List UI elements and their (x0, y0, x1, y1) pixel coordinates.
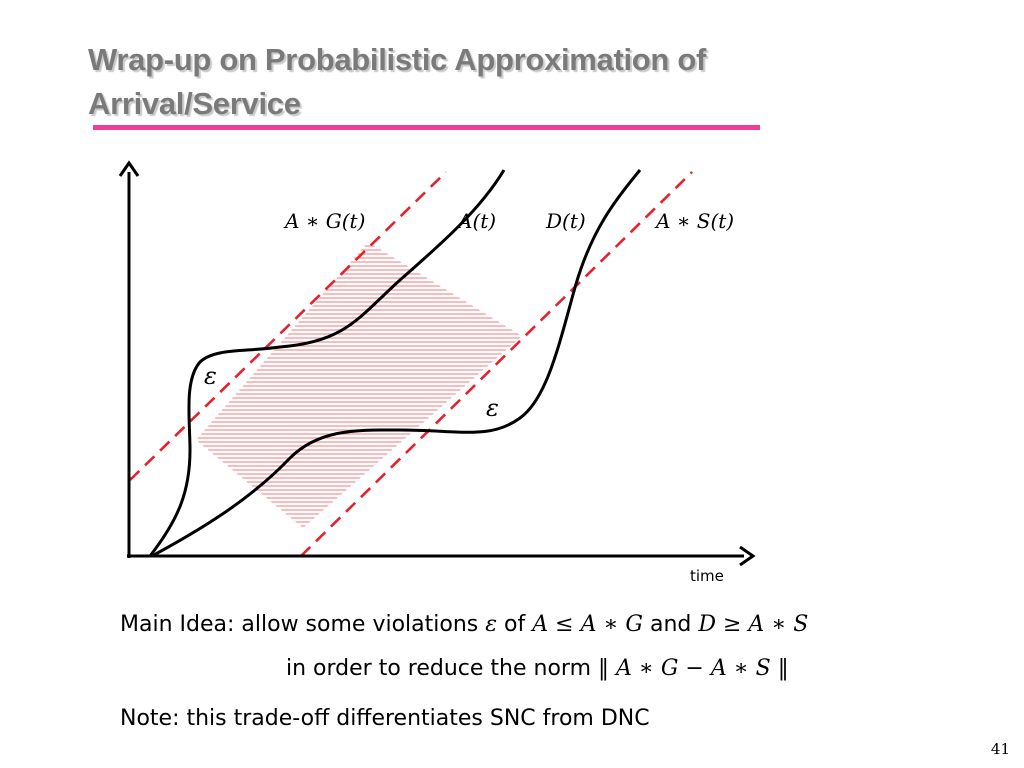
of-word: of (504, 612, 526, 637)
slide-title-line-2: Arrival/Service (88, 86, 301, 121)
violation-region (196, 242, 522, 528)
main-idea-line-1: Main Idea: allow some violations ε of A … (120, 612, 808, 637)
label-epsilon-right: ε (486, 394, 499, 422)
main-idea-line-2: in order to reduce the norm ‖ A ∗ G − A … (286, 656, 789, 681)
x-axis-arrowhead (739, 545, 756, 567)
reduce-norm-text: in order to reduce the norm (286, 656, 592, 681)
label-ag: A ∗ G(t) (283, 209, 365, 233)
curve-a (148, 169, 506, 557)
label-as: A ∗ S(t) (654, 209, 734, 233)
title-underline (93, 125, 760, 130)
slide-title-line-1: Wrap-up on Probabilistic Approximation o… (88, 42, 707, 77)
epsilon-symbol: ε (485, 612, 498, 637)
inequality-departure: D ≥ A ∗ S (698, 612, 809, 637)
norm-expression: ‖ A ∗ G − A ∗ S ‖ (598, 656, 789, 681)
y-axis-arrowhead (118, 160, 140, 177)
dashed-line-ag (129, 171, 447, 481)
dashed-line-as (300, 171, 693, 557)
label-a: A(t) (456, 209, 496, 233)
x-axis-label: time (690, 567, 724, 585)
label-epsilon-left: ε (204, 362, 217, 390)
label-d: D(t) (545, 209, 586, 233)
curve-d (151, 169, 642, 558)
main-idea-text: allow some violations (241, 612, 479, 637)
slide-title: Wrap-up on Probabilistic Approximation o… (88, 38, 848, 126)
note-line: Note: this trade-off differentiates SNC … (120, 706, 650, 731)
main-idea-label: Main Idea: (120, 612, 235, 637)
and-word: and (649, 612, 692, 637)
inequality-arrival: A ≤ A ∗ G (532, 612, 643, 637)
page-number: 41 (990, 740, 1010, 758)
